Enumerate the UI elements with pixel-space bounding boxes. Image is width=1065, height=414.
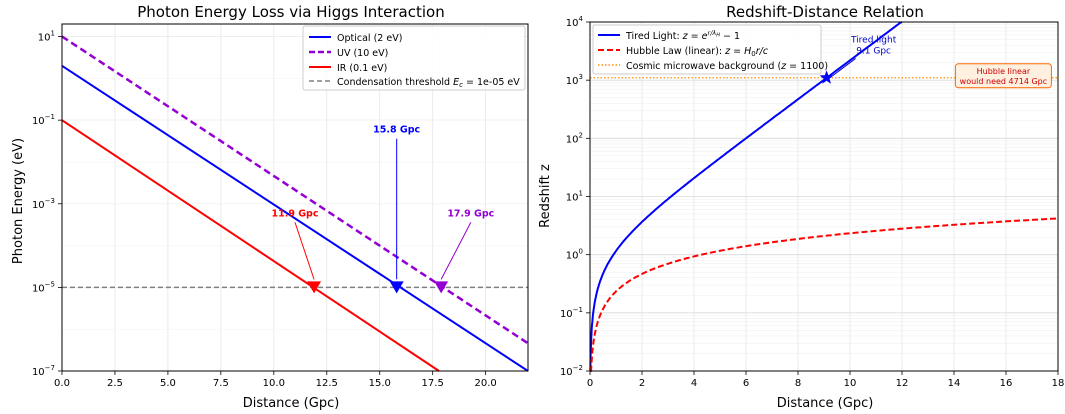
ir-energy-line	[61, 119, 440, 372]
energy-x-tick-label: 5.0	[160, 378, 176, 389]
legend-label-uv: UV (10 eV)	[337, 48, 388, 59]
energy-chart-title: Photon Energy Loss via Higgs Interaction	[137, 3, 444, 21]
legend-label-tired-light: Tired Light: z = er/λH − 1	[625, 29, 740, 42]
threshold-crossing-marker	[434, 281, 449, 294]
energy-x-axis-label: Distance (Gpc)	[243, 396, 340, 411]
marker-arrow	[440, 222, 472, 280]
threshold-crossing-marker	[389, 281, 404, 294]
energy-x-tick-label: 10.0	[263, 378, 285, 389]
redshift-x-tick-label: 0	[587, 378, 593, 389]
redshift-chart-title: Redshift-Distance Relation	[726, 3, 924, 21]
threshold-crossing-marker	[307, 281, 322, 294]
energy-y-tick-label: 101	[38, 30, 55, 44]
redshift-legend: Tired Light: z = er/λH − 1 Hubble Law (l…	[592, 24, 828, 75]
redshift-x-ticks: 0 2 4 6 8 10 12 14 16 18	[587, 371, 1065, 389]
redshift-x-tick-label: 18	[1052, 378, 1065, 389]
energy-legend: Optical (2 eV) UV (10 eV) IR (0.1 eV) Co…	[302, 25, 526, 91]
tired-light-annotation: 9.1 Gpc	[856, 46, 891, 56]
redshift-y-tick-label: 10−2	[560, 364, 583, 378]
redshift-x-tick-label: 16	[1000, 378, 1013, 389]
energy-y-tick-label: 10−5	[32, 280, 55, 294]
redshift-y-ticks: 104 103 102 101 100 10−1 10−2	[560, 15, 590, 378]
uv-energy-line	[61, 35, 529, 345]
redshift-y-tick-label: 104	[566, 15, 584, 29]
hubble-note-text: would need 4714 Gpc	[960, 77, 1047, 86]
hubble-note-text: Hubble linear	[977, 67, 1031, 76]
redshift-x-tick-label: 14	[948, 378, 961, 389]
energy-x-tick-label: 7.5	[213, 378, 229, 389]
tired-light-curve	[589, 21, 903, 372]
redshift-grid	[589, 21, 1059, 372]
energy-plot-area: 11.9 Gpc 15.8 Gpc 17.9 Gpc	[61, 35, 529, 372]
crossing-distance-label: 15.8 Gpc	[373, 125, 420, 136]
energy-x-tick-label: 12.5	[316, 378, 338, 389]
tired-light-arrow	[832, 58, 856, 77]
legend-label-ir: IR (0.1 eV)	[337, 63, 387, 74]
energy-axes-frame	[61, 23, 529, 372]
energy-x-ticks: 0.0 2.5 5.0 7.5 10.0 12.5 15.0 17.5 20.0	[54, 371, 497, 389]
hubble-linear-curve	[590, 217, 1059, 372]
energy-loss-panel: Photon Energy Loss via Higgs Interaction…	[11, 3, 529, 411]
energy-x-tick-label: 0.0	[54, 378, 70, 389]
energy-x-tick-label: 20.0	[475, 378, 497, 389]
redshift-x-tick-label: 8	[795, 378, 801, 389]
redshift-y-tick-label: 100	[566, 248, 583, 262]
redshift-y-axis-label: Redshift z	[538, 164, 553, 228]
optical-energy-line	[61, 64, 529, 372]
energy-x-tick-label: 2.5	[107, 378, 123, 389]
redshift-panel: Redshift-Distance Relation Distance (Gpc…	[538, 3, 1064, 411]
redshift-legend-box	[592, 24, 822, 75]
energy-legend-box	[302, 25, 526, 91]
redshift-x-tick-label: 10	[844, 378, 857, 389]
redshift-y-tick-label: 101	[566, 190, 583, 204]
redshift-y-tick-label: 10−1	[560, 306, 583, 320]
tired-light-annotation: Tired light	[850, 35, 897, 45]
energy-y-tick-label: 10−1	[32, 113, 55, 127]
energy-y-axis-label: Photon Energy (eV)	[11, 138, 26, 264]
crossing-distance-label: 17.9 Gpc	[447, 208, 494, 219]
redshift-x-axis-label: Distance (Gpc)	[777, 396, 874, 411]
redshift-x-tick-label: 4	[691, 378, 697, 389]
legend-label-cmb: Cosmic microwave background (z = 1100)	[626, 61, 828, 72]
energy-y-ticks: 101 10−1 10−3 10−5 10−7	[32, 30, 62, 378]
redshift-x-tick-label: 2	[639, 378, 645, 389]
energy-y-tick-label: 10−7	[32, 364, 55, 378]
legend-label-hubble: Hubble Law (linear): z = H0r/c	[626, 46, 769, 58]
redshift-x-tick-label: 12	[896, 378, 909, 389]
legend-label-threshold: Condensation threshold Ec = 1e-05 eV	[337, 77, 520, 89]
legend-label-optical: Optical (2 eV)	[337, 33, 402, 44]
redshift-y-tick-label: 103	[566, 73, 583, 87]
energy-x-tick-label: 15.0	[369, 378, 391, 389]
energy-x-tick-label: 17.5	[422, 378, 444, 389]
energy-y-tick-label: 10−3	[32, 197, 55, 211]
hubble-note-box	[954, 63, 1052, 89]
redshift-y-tick-label: 102	[566, 131, 583, 145]
crossing-distance-label: 11.9 Gpc	[272, 208, 319, 219]
tired-light-star-marker	[819, 70, 834, 84]
redshift-axes-frame	[589, 21, 1059, 372]
redshift-x-tick-label: 6	[743, 378, 749, 389]
marker-arrow	[294, 222, 315, 280]
